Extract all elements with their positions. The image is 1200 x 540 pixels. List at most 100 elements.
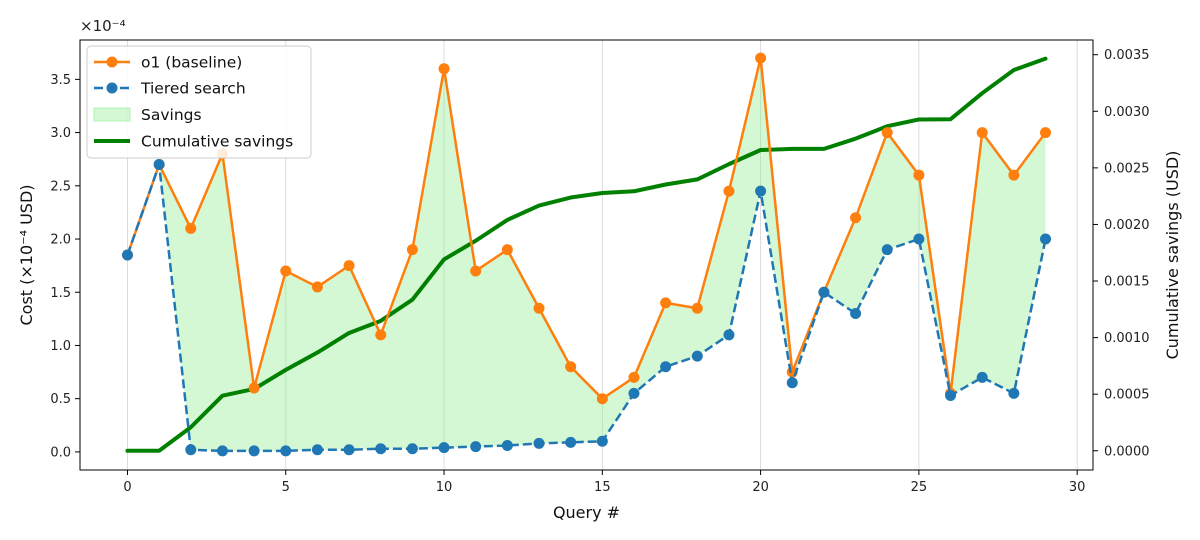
tiered-point [185, 444, 197, 456]
tiered-point [248, 445, 260, 457]
tiered-point [311, 444, 323, 456]
legend-cumulative-label: Cumulative savings [141, 133, 293, 151]
baseline-point [375, 329, 387, 341]
x-tick-label: 15 [594, 480, 611, 495]
baseline-point [691, 302, 703, 314]
x-tick-label: 5 [282, 480, 290, 495]
y-axis-title: Cost (×10⁻⁴ USD) [17, 184, 36, 325]
savings-fill-layer [127, 58, 1046, 451]
baseline-point [628, 371, 640, 383]
tiered-point [786, 377, 798, 389]
tiered-point [628, 387, 640, 399]
y-tick-label: 2.5 [50, 179, 71, 194]
x-tick-label: 25 [911, 480, 928, 495]
tiered-point [850, 308, 862, 320]
tiered-point [501, 440, 513, 452]
legend-entry-savings: Savings [93, 106, 202, 124]
legend-baseline-label: o1 (baseline) [141, 54, 242, 72]
legend-savings-swatch [93, 107, 131, 122]
tiered-point [660, 361, 672, 373]
tiered-point [375, 443, 387, 455]
savings-fill-area [127, 58, 1046, 451]
y-offset-text: ×10⁻⁴ [80, 17, 126, 35]
series-layer [121, 52, 1052, 457]
tiered-point [121, 249, 133, 261]
baseline-point [723, 185, 735, 197]
baseline-point [438, 63, 450, 75]
tiered-point [216, 445, 228, 457]
tiered-point [565, 436, 577, 448]
baseline-point [913, 169, 925, 181]
tiered-point [945, 389, 957, 401]
baseline-point [185, 222, 197, 234]
baseline-point [533, 302, 545, 314]
y2-tick-label: 0.0020 [1104, 218, 1150, 233]
y-tick-label: 3.0 [50, 126, 71, 141]
y2-tick-label: 0.0015 [1104, 275, 1150, 290]
axes: 0 5 10 15 20 25 30 0.0 0.5 1.0 1.5 2.0 2.5 3.0 3.5 0.00… [50, 48, 1149, 495]
baseline-line [126, 56, 1047, 400]
baseline-point [1040, 127, 1052, 139]
tiered-point [343, 444, 355, 456]
y-tick-label: 2.0 [50, 233, 71, 248]
tiered-point [153, 159, 165, 171]
baseline-point [406, 244, 418, 256]
y2-tick-label: 0.0030 [1104, 105, 1150, 120]
y2-tick-label: 0.0035 [1104, 48, 1150, 63]
cumulative-savings-line [125, 56, 1048, 453]
legend-box [86, 45, 312, 159]
y-tick-label: 1.0 [50, 339, 71, 354]
y-tick-label: 1.5 [50, 286, 71, 301]
y2-axis-title: Cumulative savings (USD) [1163, 151, 1182, 360]
tiered-point [1040, 233, 1052, 245]
tiered-point [723, 329, 735, 341]
tiered-point [280, 445, 292, 457]
baseline-point [881, 127, 893, 139]
x-axis-title: Query # [553, 503, 620, 522]
tiered-point [438, 442, 450, 454]
y-tick-label: 0.5 [50, 392, 71, 407]
x-tick-label: 10 [436, 480, 453, 495]
y-tick-label: 3.5 [50, 73, 71, 88]
plot-frame [79, 39, 1094, 471]
baseline-point [1008, 169, 1020, 181]
baseline-point [565, 361, 577, 373]
baseline-point [596, 393, 608, 405]
x-tick-label: 20 [752, 480, 769, 495]
legend-tiered-marker [106, 82, 118, 94]
tiered-point [881, 244, 893, 256]
baseline-point [501, 244, 513, 256]
legend-entry-tiered: Tiered search [94, 80, 246, 98]
y2-tick-label: 0.0010 [1104, 331, 1150, 346]
baseline-point [343, 260, 355, 272]
y-tick-label: 0.0 [50, 445, 71, 460]
baseline-point [280, 265, 292, 277]
tiered-point [1008, 387, 1020, 399]
legend-savings-label: Savings [141, 106, 202, 124]
cumulative-layer [125, 56, 1048, 453]
x-tick-label: 0 [123, 480, 131, 495]
tiered-point [818, 286, 830, 298]
tiered-point [406, 443, 418, 455]
tiered-point [755, 185, 767, 197]
legend-baseline-marker [106, 56, 118, 68]
tiered-point [691, 350, 703, 362]
baseline-point [470, 265, 482, 277]
tiered-point [596, 435, 608, 447]
baseline-point [248, 382, 260, 394]
y2-tick-label: 0.0005 [1104, 388, 1150, 403]
baseline-point [850, 212, 862, 224]
baseline-point [660, 297, 672, 309]
legend-tiered-label: Tiered search [140, 80, 246, 98]
baseline-point [755, 52, 767, 64]
tiered-point [470, 441, 482, 453]
legend-entry-baseline: o1 (baseline) [94, 54, 242, 72]
tiered-point [533, 437, 545, 449]
y2-tick-label: 0.0025 [1104, 161, 1150, 176]
legend-entry-cumulative: Cumulative savings [94, 133, 293, 151]
tiered-point [913, 233, 925, 245]
legend: o1 (baseline) Tiered search Savings Cumu… [86, 45, 312, 159]
tiered-point [976, 371, 988, 383]
baseline-point [976, 127, 988, 139]
